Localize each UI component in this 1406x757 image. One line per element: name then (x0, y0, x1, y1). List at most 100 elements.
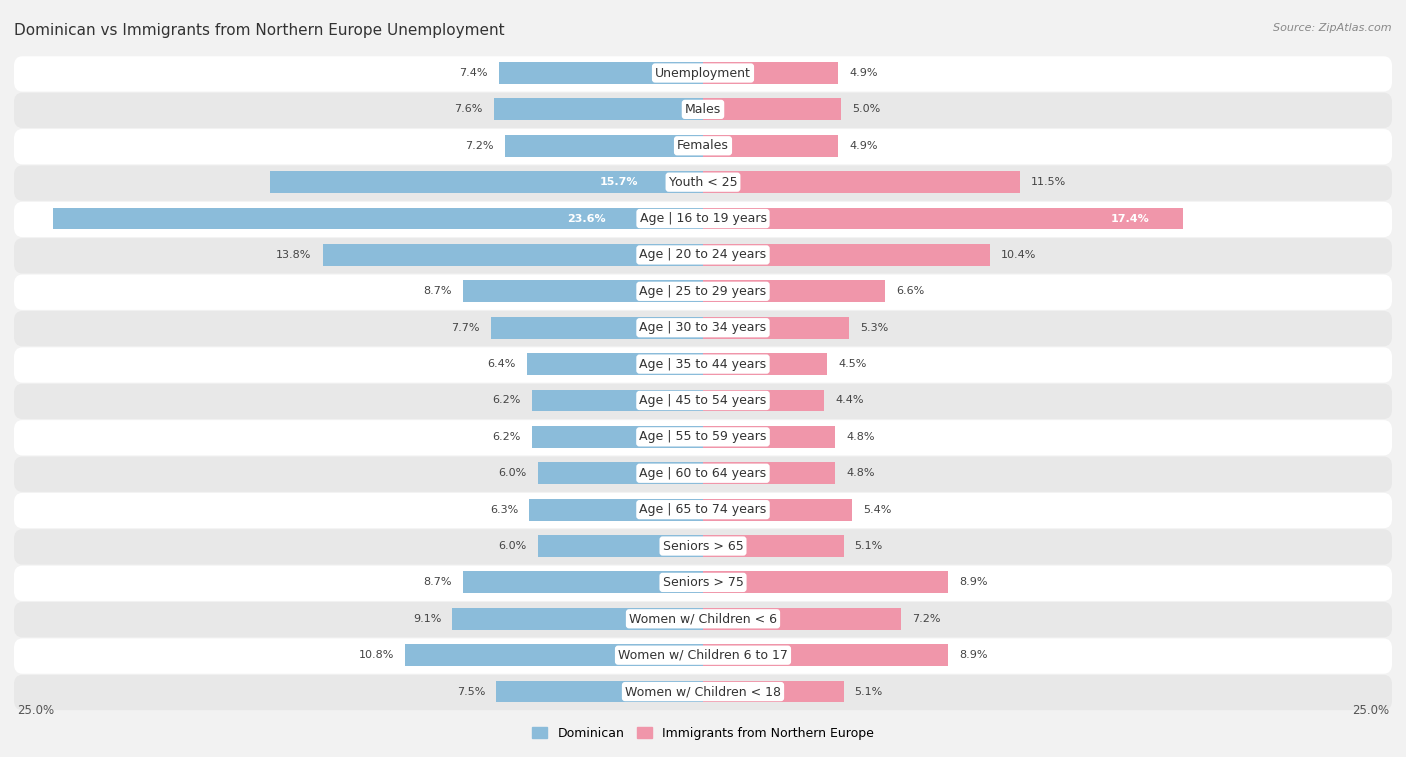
Text: Age | 45 to 54 years: Age | 45 to 54 years (640, 394, 766, 407)
Bar (323, 244, 703, 266)
Bar (453, 608, 703, 630)
Text: 6.0%: 6.0% (498, 469, 527, 478)
Text: Age | 65 to 74 years: Age | 65 to 74 years (640, 503, 766, 516)
Text: Seniors > 65: Seniors > 65 (662, 540, 744, 553)
FancyBboxPatch shape (14, 602, 1392, 637)
Text: Age | 30 to 34 years: Age | 30 to 34 years (640, 321, 766, 334)
Bar (499, 62, 703, 84)
Text: 6.2%: 6.2% (492, 431, 522, 442)
FancyBboxPatch shape (14, 311, 1392, 346)
Text: 6.3%: 6.3% (491, 505, 519, 515)
Text: Women w/ Children 6 to 17: Women w/ Children 6 to 17 (619, 649, 787, 662)
Text: 13.8%: 13.8% (277, 250, 312, 260)
Text: Age | 20 to 24 years: Age | 20 to 24 years (640, 248, 766, 261)
Text: Age | 35 to 44 years: Age | 35 to 44 years (640, 357, 766, 371)
FancyBboxPatch shape (14, 529, 1392, 565)
Text: 4.5%: 4.5% (838, 359, 866, 369)
FancyBboxPatch shape (14, 638, 1392, 674)
FancyBboxPatch shape (14, 202, 1392, 237)
FancyBboxPatch shape (14, 166, 1392, 201)
FancyBboxPatch shape (14, 565, 1392, 601)
Bar (463, 280, 703, 302)
Bar (270, 171, 703, 193)
Text: 10.4%: 10.4% (1001, 250, 1036, 260)
Text: 5.4%: 5.4% (863, 505, 891, 515)
Text: Age | 55 to 59 years: Age | 55 to 59 years (640, 431, 766, 444)
Bar (703, 135, 838, 157)
Bar (505, 135, 703, 157)
Text: 7.5%: 7.5% (457, 687, 485, 696)
Text: 8.9%: 8.9% (959, 650, 988, 660)
FancyBboxPatch shape (14, 493, 1392, 528)
Bar (494, 98, 703, 120)
Text: Women w/ Children < 6: Women w/ Children < 6 (628, 612, 778, 625)
Text: 25.0%: 25.0% (17, 704, 53, 717)
Bar (530, 499, 703, 521)
Bar (703, 535, 844, 557)
Text: 9.1%: 9.1% (413, 614, 441, 624)
Text: Age | 60 to 64 years: Age | 60 to 64 years (640, 467, 766, 480)
Text: 4.8%: 4.8% (846, 469, 875, 478)
Bar (703, 316, 849, 338)
Bar (703, 390, 824, 411)
Bar (531, 390, 703, 411)
Bar (496, 681, 703, 702)
Text: 8.7%: 8.7% (423, 286, 453, 296)
FancyBboxPatch shape (14, 456, 1392, 492)
Text: 11.5%: 11.5% (1031, 177, 1066, 187)
Bar (703, 171, 1019, 193)
FancyBboxPatch shape (14, 238, 1392, 273)
Text: 4.8%: 4.8% (846, 431, 875, 442)
Text: 5.3%: 5.3% (860, 322, 889, 333)
Text: 7.2%: 7.2% (465, 141, 494, 151)
FancyBboxPatch shape (14, 129, 1392, 164)
Bar (703, 280, 884, 302)
Bar (405, 644, 703, 666)
FancyBboxPatch shape (14, 92, 1392, 128)
Text: 5.0%: 5.0% (852, 104, 880, 114)
Text: 5.1%: 5.1% (855, 541, 883, 551)
Text: 7.6%: 7.6% (454, 104, 482, 114)
Text: 7.2%: 7.2% (912, 614, 941, 624)
Bar (703, 426, 835, 448)
Text: 15.7%: 15.7% (599, 177, 638, 187)
FancyBboxPatch shape (14, 384, 1392, 419)
FancyBboxPatch shape (14, 420, 1392, 456)
Bar (703, 244, 990, 266)
Text: 7.4%: 7.4% (460, 68, 488, 78)
Text: Unemployment: Unemployment (655, 67, 751, 79)
Text: 10.8%: 10.8% (359, 650, 394, 660)
Text: Females: Females (678, 139, 728, 152)
Bar (703, 499, 852, 521)
Text: Dominican vs Immigrants from Northern Europe Unemployment: Dominican vs Immigrants from Northern Eu… (14, 23, 505, 38)
Bar (52, 207, 703, 229)
Text: 7.7%: 7.7% (451, 322, 479, 333)
Text: 5.1%: 5.1% (855, 687, 883, 696)
Bar (537, 535, 703, 557)
Text: 25.0%: 25.0% (1353, 704, 1389, 717)
Text: 6.0%: 6.0% (498, 541, 527, 551)
Text: 4.9%: 4.9% (849, 141, 877, 151)
Bar (703, 207, 1182, 229)
Text: 23.6%: 23.6% (567, 213, 606, 223)
Text: 6.2%: 6.2% (492, 395, 522, 406)
Text: 6.6%: 6.6% (896, 286, 924, 296)
Bar (491, 316, 703, 338)
Text: 6.4%: 6.4% (488, 359, 516, 369)
Text: Youth < 25: Youth < 25 (669, 176, 737, 188)
Text: Age | 16 to 19 years: Age | 16 to 19 years (640, 212, 766, 225)
Text: 4.4%: 4.4% (835, 395, 863, 406)
Bar (703, 62, 838, 84)
Text: 4.9%: 4.9% (849, 68, 877, 78)
Bar (703, 681, 844, 702)
Bar (531, 426, 703, 448)
Text: 8.7%: 8.7% (423, 578, 453, 587)
Text: 8.9%: 8.9% (959, 578, 988, 587)
Text: Males: Males (685, 103, 721, 116)
FancyBboxPatch shape (14, 275, 1392, 310)
Text: Source: ZipAtlas.com: Source: ZipAtlas.com (1274, 23, 1392, 33)
Text: Age | 25 to 29 years: Age | 25 to 29 years (640, 285, 766, 298)
Bar (703, 644, 948, 666)
Legend: Dominican, Immigrants from Northern Europe: Dominican, Immigrants from Northern Euro… (527, 722, 879, 745)
Bar (463, 572, 703, 593)
